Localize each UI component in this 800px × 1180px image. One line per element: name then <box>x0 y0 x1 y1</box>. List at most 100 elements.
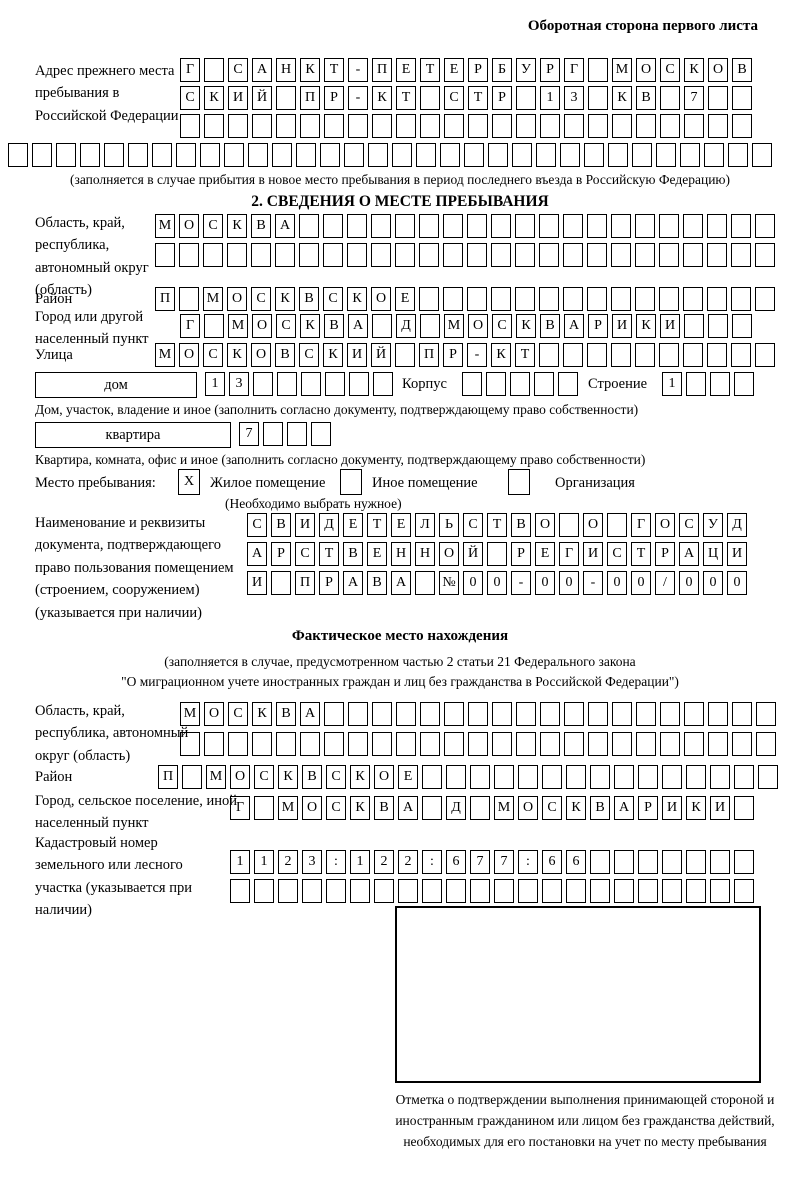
char-cell[interactable]: Н <box>391 542 411 566</box>
char-cell[interactable]: В <box>251 214 271 238</box>
char-cell[interactable] <box>758 765 778 789</box>
char-cell[interactable] <box>419 287 439 311</box>
char-cell[interactable] <box>540 114 560 138</box>
char-cell[interactable]: 6 <box>566 850 586 874</box>
char-cell[interactable] <box>707 243 727 267</box>
char-cell[interactable]: И <box>662 796 682 820</box>
char-cell[interactable] <box>348 732 368 756</box>
char-cell[interactable] <box>419 214 439 238</box>
char-cell[interactable] <box>277 372 297 396</box>
char-cell[interactable] <box>656 143 676 167</box>
char-cell[interactable]: Р <box>655 542 675 566</box>
char-cell[interactable] <box>732 86 752 110</box>
char-cell[interactable] <box>563 287 583 311</box>
char-cell[interactable]: К <box>491 343 511 367</box>
char-cell[interactable]: Г <box>180 314 200 338</box>
char-cell[interactable] <box>684 114 704 138</box>
char-cell[interactable] <box>755 343 775 367</box>
char-cell[interactable]: И <box>295 513 315 537</box>
char-cell[interactable]: В <box>590 796 610 820</box>
char-cell[interactable] <box>539 243 559 267</box>
char-cell[interactable]: 3 <box>302 850 322 874</box>
char-cell[interactable]: М <box>155 214 175 238</box>
char-cell[interactable] <box>300 732 320 756</box>
char-cell[interactable] <box>708 314 728 338</box>
char-cell[interactable]: Г <box>559 542 579 566</box>
checkbox-other-premises[interactable] <box>340 469 362 495</box>
char-cell[interactable]: А <box>343 571 363 595</box>
char-cell[interactable] <box>512 143 532 167</box>
char-cell[interactable] <box>558 372 578 396</box>
char-cell[interactable]: О <box>227 287 247 311</box>
char-cell[interactable] <box>731 214 751 238</box>
char-cell[interactable] <box>204 58 224 82</box>
char-cell[interactable]: И <box>727 542 747 566</box>
char-cell[interactable]: : <box>422 850 442 874</box>
char-cell[interactable]: О <box>535 513 555 537</box>
char-cell[interactable] <box>539 343 559 367</box>
char-cell[interactable]: И <box>228 86 248 110</box>
char-cell[interactable] <box>516 702 536 726</box>
char-cell[interactable] <box>635 343 655 367</box>
char-cell[interactable]: Р <box>271 542 291 566</box>
char-cell[interactable] <box>660 86 680 110</box>
char-cell[interactable]: № <box>439 571 459 595</box>
char-cell[interactable] <box>299 214 319 238</box>
char-cell[interactable] <box>683 243 703 267</box>
char-cell[interactable] <box>607 513 627 537</box>
char-cell[interactable] <box>518 879 538 903</box>
char-cell[interactable]: В <box>299 287 319 311</box>
char-cell[interactable] <box>710 765 730 789</box>
char-cell[interactable] <box>636 732 656 756</box>
char-cell[interactable]: С <box>203 343 223 367</box>
char-cell[interactable] <box>348 114 368 138</box>
char-cell[interactable]: Р <box>511 542 531 566</box>
char-cell[interactable] <box>347 243 367 267</box>
char-cell[interactable] <box>272 143 292 167</box>
char-cell[interactable]: О <box>371 287 391 311</box>
char-cell[interactable] <box>632 143 652 167</box>
char-cell[interactable] <box>468 114 488 138</box>
char-cell[interactable]: М <box>228 314 248 338</box>
char-cell[interactable] <box>587 287 607 311</box>
char-cell[interactable] <box>395 243 415 267</box>
char-cell[interactable]: Т <box>396 86 416 110</box>
char-cell[interactable] <box>254 879 274 903</box>
char-cell[interactable] <box>710 850 730 874</box>
char-cell[interactable]: А <box>275 214 295 238</box>
char-cell[interactable] <box>204 114 224 138</box>
char-cell[interactable]: 7 <box>239 422 259 446</box>
char-cell[interactable]: Р <box>540 58 560 82</box>
char-cell[interactable]: И <box>612 314 632 338</box>
char-cell[interactable] <box>734 850 754 874</box>
char-cell[interactable]: Е <box>395 287 415 311</box>
char-cell[interactable] <box>516 732 536 756</box>
checkbox-residential[interactable]: X <box>178 469 200 495</box>
char-cell[interactable] <box>542 765 562 789</box>
char-cell[interactable]: 7 <box>470 850 490 874</box>
char-cell[interactable] <box>686 879 706 903</box>
char-cell[interactable]: К <box>350 796 370 820</box>
char-cell[interactable] <box>680 143 700 167</box>
char-cell[interactable] <box>443 287 463 311</box>
char-cell[interactable] <box>371 214 391 238</box>
char-cell[interactable] <box>416 143 436 167</box>
checkbox-organization[interactable] <box>508 469 530 495</box>
char-cell[interactable] <box>415 571 435 595</box>
char-cell[interactable] <box>707 214 727 238</box>
char-cell[interactable]: В <box>343 542 363 566</box>
char-cell[interactable]: 1 <box>662 372 682 396</box>
char-cell[interactable] <box>731 287 751 311</box>
char-cell[interactable] <box>344 143 364 167</box>
char-cell[interactable] <box>590 765 610 789</box>
char-cell[interactable] <box>492 702 512 726</box>
char-cell[interactable] <box>204 314 224 338</box>
char-cell[interactable] <box>311 422 331 446</box>
char-cell[interactable] <box>542 879 562 903</box>
char-cell[interactable] <box>228 732 248 756</box>
char-cell[interactable]: 3 <box>229 372 249 396</box>
char-cell[interactable] <box>755 243 775 267</box>
char-cell[interactable] <box>128 143 148 167</box>
char-cell[interactable] <box>734 765 754 789</box>
char-cell[interactable] <box>608 143 628 167</box>
